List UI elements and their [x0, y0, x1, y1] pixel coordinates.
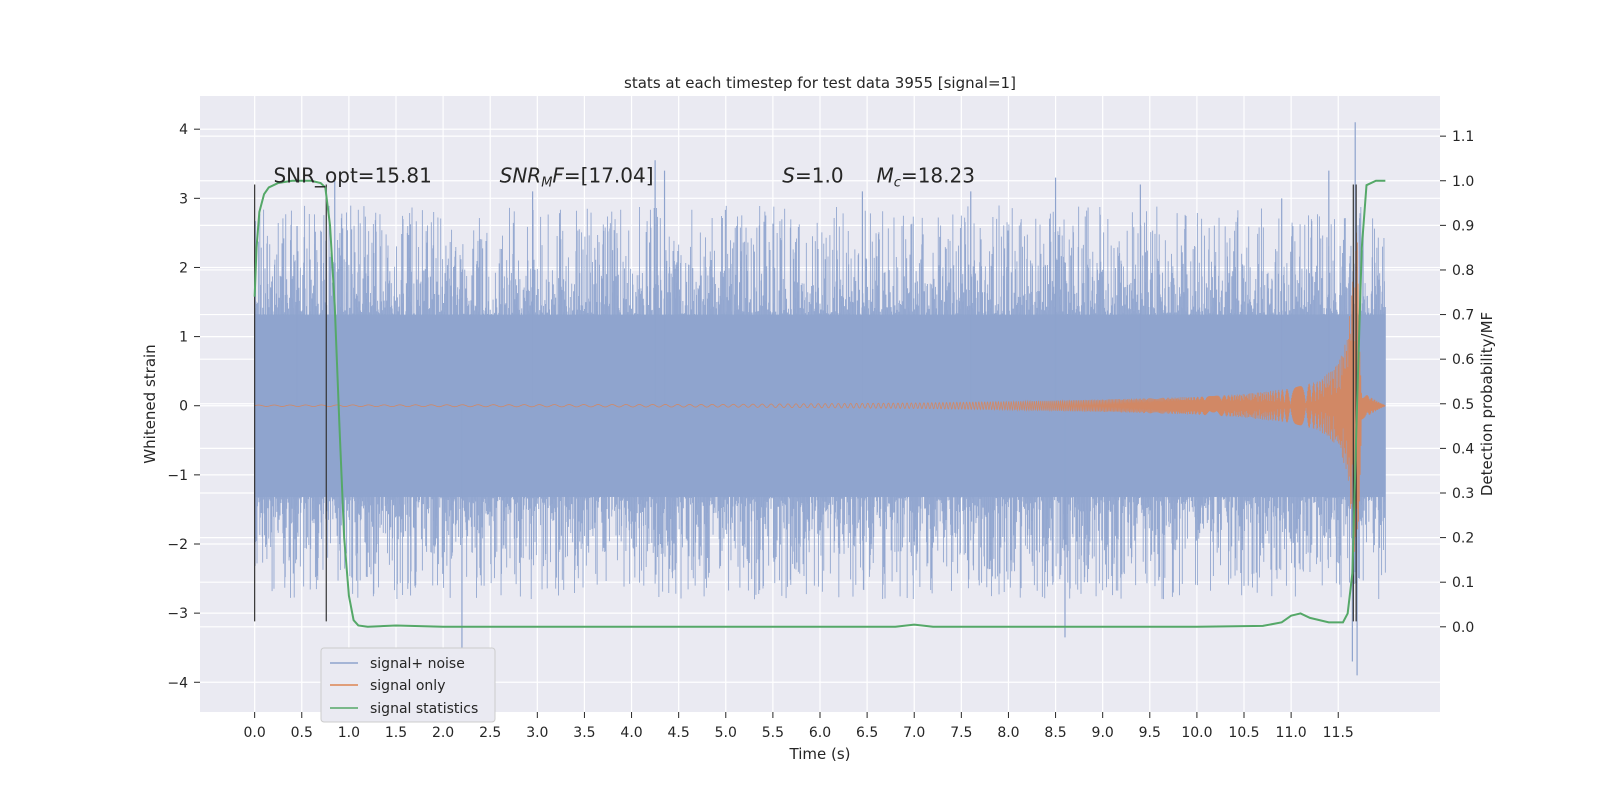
y-tick-label: 2: [179, 260, 188, 276]
legend-box: [320, 647, 496, 723]
x-axis-label: Time (s): [789, 745, 851, 763]
x-tick-label: 1.5: [385, 725, 407, 741]
y-tick-label: −4: [167, 675, 188, 691]
y2-tick-label: 0.0: [1452, 620, 1474, 636]
y-tick-label: −1: [167, 468, 188, 484]
y2-axis-ticks: 1.1 1.0 0.9 0.8 0.7 0.6 0.5 0.4 0.3 0.2 0.1 0.0: [1440, 129, 1474, 636]
y-tick-label: 3: [179, 191, 188, 207]
x-tick-label: 0.0: [244, 725, 266, 741]
x-tick-label: 3.0: [526, 725, 548, 741]
y2-tick-label: 0.8: [1452, 263, 1474, 279]
x-tick-label: 4.5: [668, 725, 690, 741]
x-tick-label: 4.0: [620, 725, 642, 741]
x-tick-label: 8.5: [1044, 725, 1066, 741]
y-axis-label: Whitened strain: [141, 344, 159, 463]
statistics-trace: [253, 179, 1386, 628]
x-tick-label: 6.5: [856, 725, 878, 741]
legend-label-signal-only: signal only: [370, 678, 445, 694]
x-tick-label: 6.0: [809, 725, 831, 741]
annotation-2: S=1.0: [782, 163, 843, 187]
chart-title: stats at each timestep for test data 395…: [624, 74, 1016, 92]
signal-only-trace: [254, 232, 1386, 552]
annotation-3: Mc=18.23: [877, 163, 975, 190]
y2-tick-label: 0.9: [1452, 218, 1474, 234]
y2-tick-label: 0.5: [1452, 397, 1474, 413]
y-tick-label: 4: [179, 122, 188, 138]
x-tick-label: 1.0: [338, 725, 360, 741]
x-tick-label: 7.5: [950, 725, 972, 741]
x-tick-label: 11.0: [1276, 725, 1307, 741]
y-axis-ticks: 4 3 2 1 0 −1 −2 −3 −4: [167, 122, 200, 691]
y2-tick-label: 0.4: [1452, 441, 1474, 457]
y2-axis-label: Detection probability/MF: [1478, 312, 1496, 496]
y2-tick-label: 0.6: [1452, 352, 1474, 368]
annotation-1: SNRMF=[17.04]: [500, 163, 654, 190]
y2-tick-label: 0.1: [1452, 575, 1474, 591]
legend-label-noise: signal+ noise: [370, 656, 465, 672]
legend: signal+ noise signal only signal statist…: [320, 647, 496, 723]
y2-tick-label: 1.0: [1452, 174, 1474, 190]
y-tick-label: −2: [167, 537, 188, 553]
y2-tick-label: 0.2: [1452, 531, 1474, 547]
x-tick-label: 2.0: [432, 725, 454, 741]
legend-label-statistics: signal statistics: [370, 701, 478, 717]
x-tick-label: 2.5: [479, 725, 501, 741]
y-tick-label: 0: [179, 399, 188, 415]
x-tick-label: 7.0: [903, 725, 925, 741]
x-tick-label: 8.0: [997, 725, 1019, 741]
annotations: SNR_opt=15.81 SNRMF=[17.04] S=1.0 Mc=18.23: [273, 163, 974, 190]
series-signal-statistics: [253, 179, 1386, 628]
y2-tick-label: 0.7: [1452, 308, 1474, 324]
x-tick-label: 0.5: [291, 725, 313, 741]
x-tick-label: 10.5: [1228, 725, 1259, 741]
y-tick-label: −3: [167, 606, 188, 622]
x-tick-label: 5.5: [762, 725, 784, 741]
x-tick-label: 5.0: [715, 725, 737, 741]
annotation-0: SNR_opt=15.81: [273, 163, 431, 187]
x-tick-label: 11.5: [1323, 725, 1354, 741]
y2-tick-label: 0.3: [1452, 486, 1474, 502]
x-axis-ticks: 0.0 0.5 1.0 1.5 2.0 2.5 3.0 3.5 4.0 4.5 5.0 5.5 6.0 6…: [244, 712, 1354, 741]
series-signal-only: [254, 232, 1386, 552]
x-tick-label: 9.0: [1092, 725, 1114, 741]
y2-tick-label: 1.1: [1452, 129, 1474, 145]
x-tick-label: 3.5: [573, 725, 595, 741]
y-tick-label: 1: [179, 330, 188, 346]
x-tick-label: 9.5: [1139, 725, 1161, 741]
x-tick-label: 10.0: [1181, 725, 1212, 741]
